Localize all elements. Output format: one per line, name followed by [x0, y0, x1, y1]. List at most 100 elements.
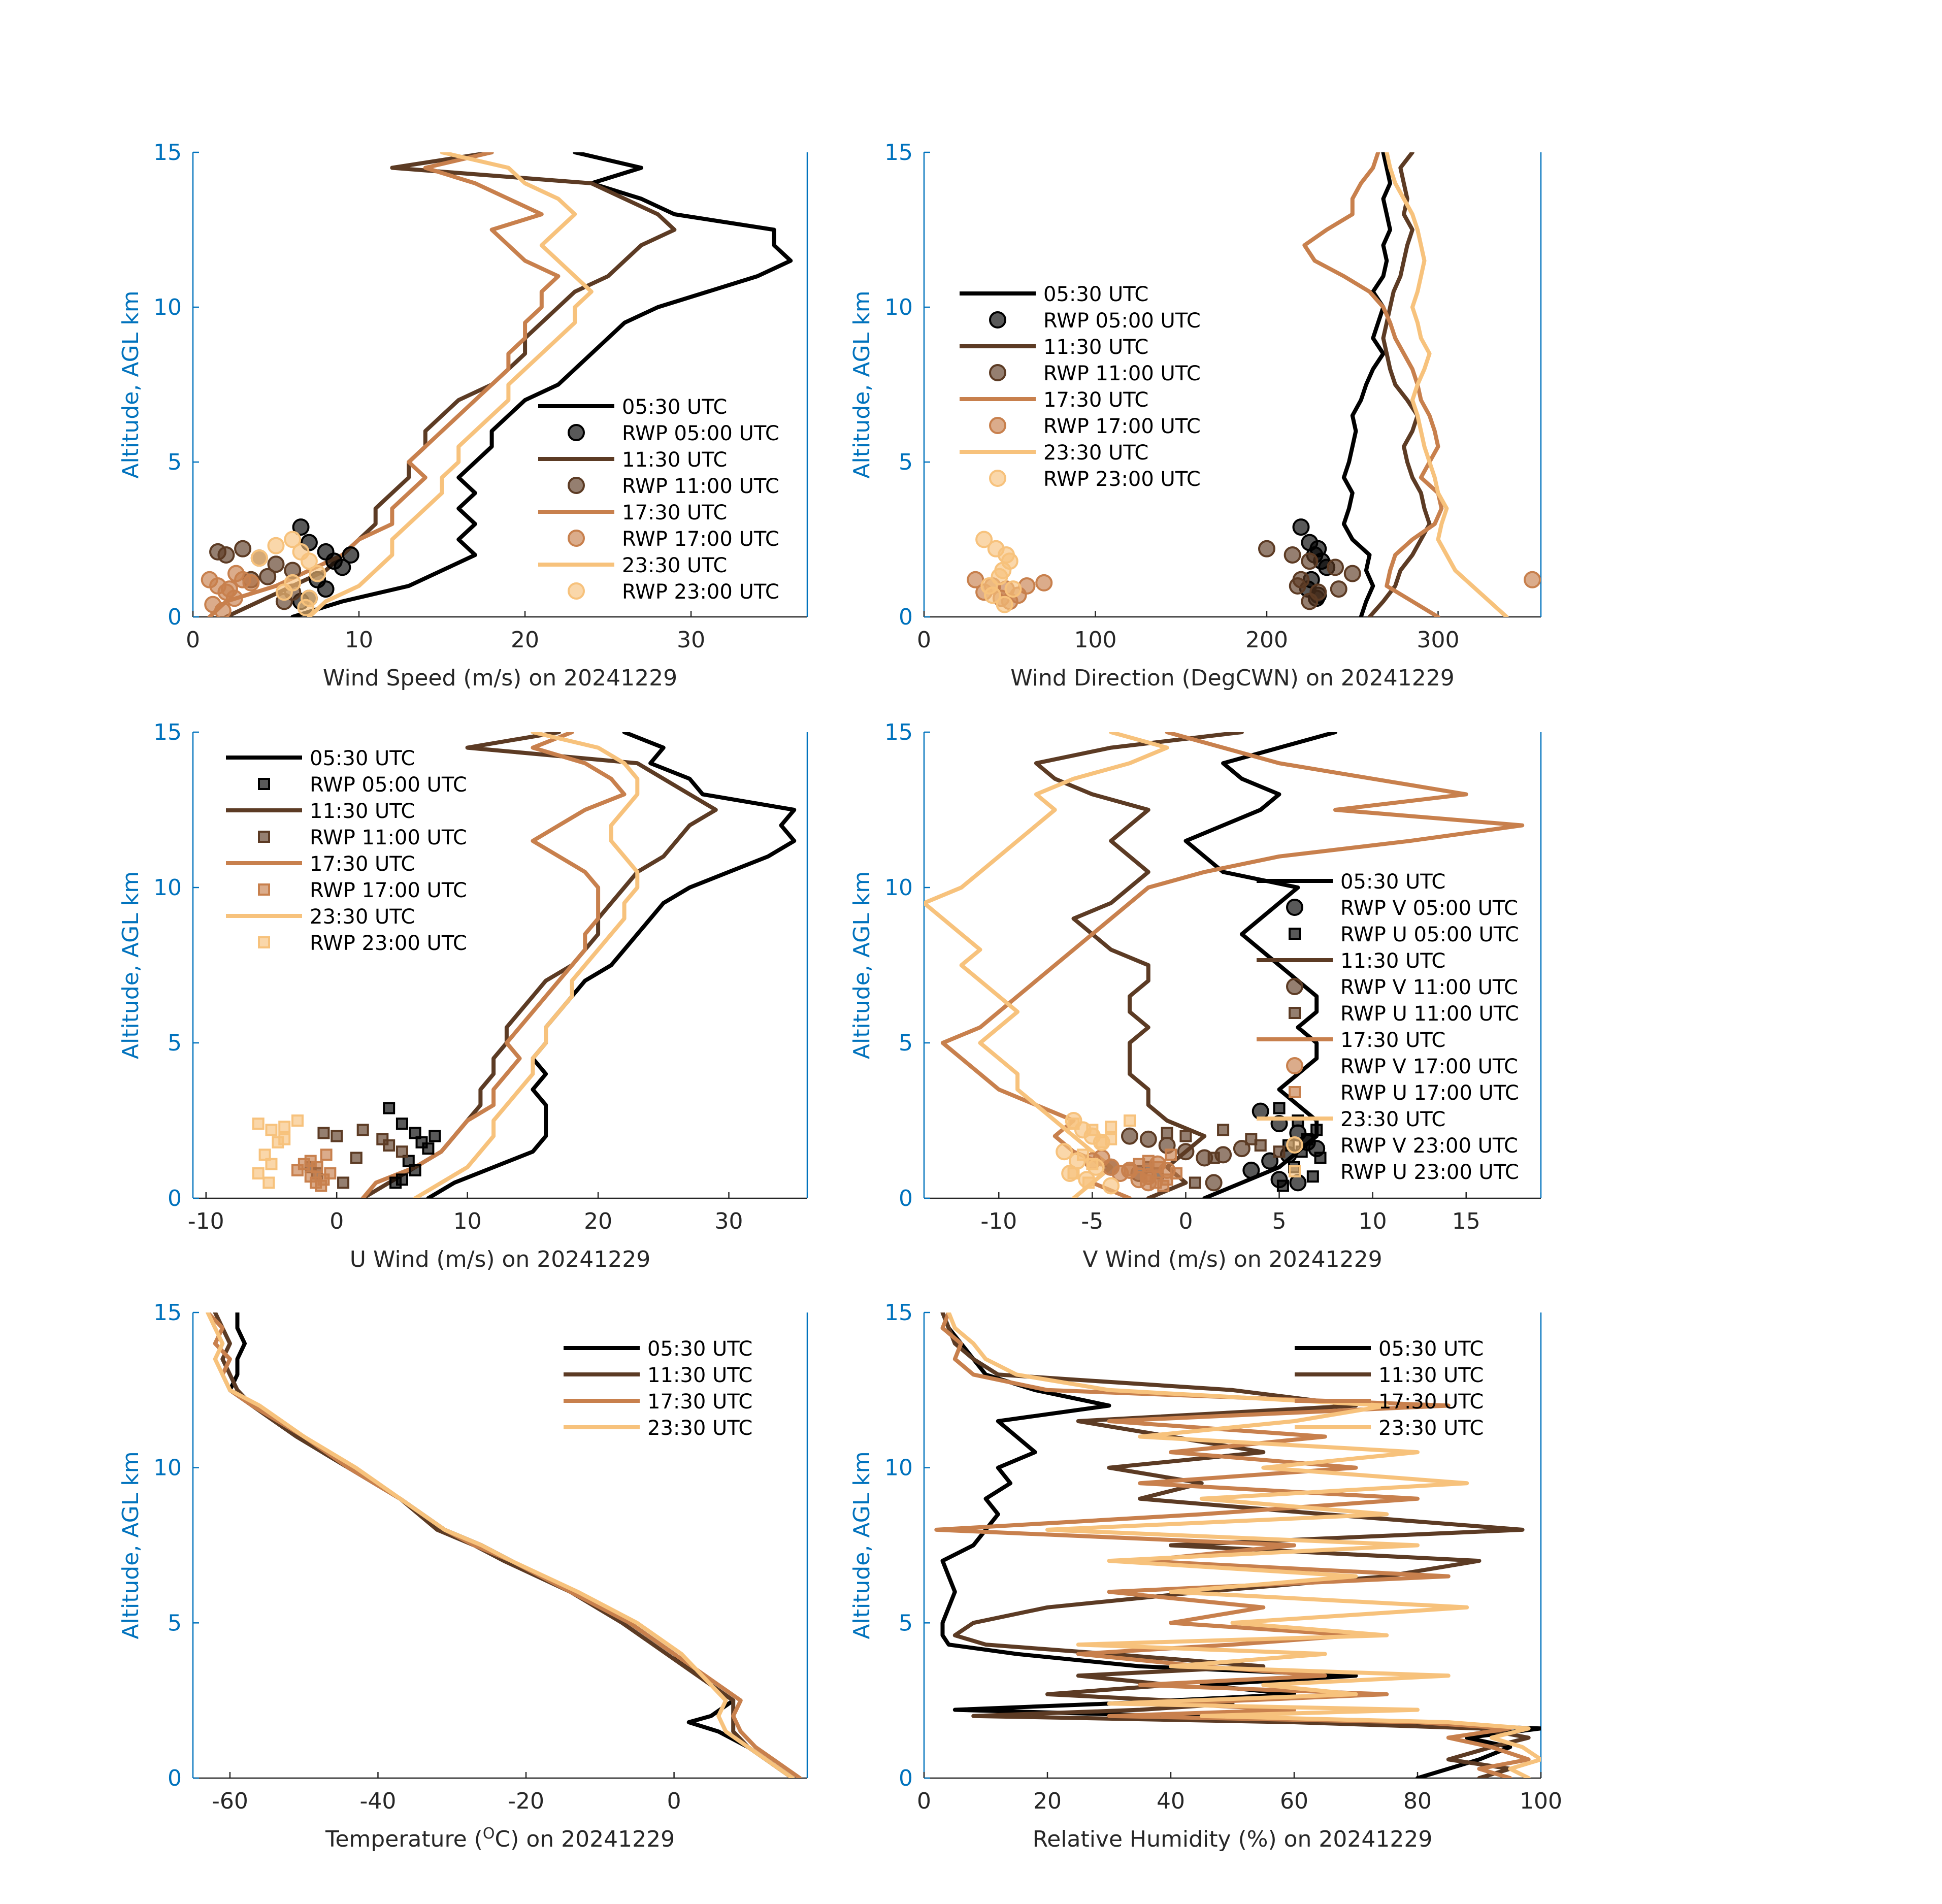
plot-wind-direction: 0 100 200 300 0 5 10 15 Wind Direction (DegCWN) … [849, 140, 1542, 691]
rwp-point-rwp-u-23-00-utc [1086, 1158, 1099, 1170]
y-tick-label: 10 [884, 875, 913, 901]
legend-swatch [568, 530, 585, 547]
y-tick-label: 5 [899, 1610, 913, 1636]
series-line-23-30-utc [206, 1312, 795, 1778]
rwp-point-rwp-17-00-utc [227, 565, 245, 582]
legend-label: RWP 05:00 UTC [310, 773, 467, 797]
legend: 05:30 UTC RWP 05:00 UTC 11:30 UTC RWP 11:00… [226, 747, 467, 955]
rwp-point-rwp-11-00-utc [396, 1145, 408, 1158]
x-tick-label: 30 [677, 627, 705, 653]
series-line-23-30-utc [307, 152, 594, 617]
rwp-point-rwp-v-23-00-utc [1102, 1177, 1120, 1195]
x-tick-label: 0 [667, 1788, 681, 1814]
rwp-point-rwp-u-17-00-utc [1170, 1167, 1183, 1180]
plot-relative-humidity: 0 20 40 60 80 100 0 5 10 15 Relative Humidity (%) … [849, 1300, 1562, 1852]
x-tick-label: 0 [917, 627, 931, 653]
rwp-point-rwp-23-00-utc [984, 586, 1001, 604]
x-tick-label: -10 [980, 1208, 1017, 1234]
rwp-point-rwp-u-11-00-utc [1179, 1130, 1192, 1142]
rwp-point-rwp-u-11-00-utc [1254, 1139, 1267, 1152]
x-axis-label: Relative Humidity (%) on 20241229 [1033, 1826, 1433, 1852]
y-tick-label: 15 [884, 140, 913, 166]
x-tick-label: 10 [1359, 1208, 1387, 1234]
legend-label: RWP 11:00 UTC [622, 475, 779, 498]
plot-area [967, 152, 1541, 617]
legend-label: RWP 05:00 UTC [1043, 309, 1201, 333]
rwp-point-rwp-23-00-utc [258, 1148, 271, 1161]
rwp-point-rwp-17-00-utc [310, 1176, 322, 1189]
legend-swatch [1289, 1165, 1301, 1177]
rwp-point-rwp-23-00-utc [284, 531, 302, 548]
rwp-point-rwp-v-05-00-utc [1242, 1161, 1260, 1179]
legend-label: RWP V 11:00 UTC [1340, 976, 1518, 999]
legend-label: RWP V 05:00 UTC [1340, 897, 1518, 920]
rwp-point-rwp-23-00-utc [275, 583, 293, 601]
rwp-point-rwp-05-00-utc [409, 1164, 421, 1176]
rwp-point-rwp-11-00-utc [1301, 593, 1319, 610]
rwp-point-rwp-u-23-00-utc [1105, 1133, 1117, 1145]
rwp-point-rwp-11-00-utc [1289, 577, 1306, 595]
rwp-point-rwp-v-11-00-utc [1205, 1174, 1223, 1192]
rwp-point-rwp-u-11-00-utc [1273, 1145, 1286, 1158]
y-tick-label: 5 [168, 1610, 182, 1636]
legend-label: 05:30 UTC [647, 1337, 752, 1361]
legend-label: 23:30 UTC [647, 1417, 752, 1440]
rwp-point-rwp-u-05-00-utc [1314, 1152, 1327, 1164]
series-line-17-30-utc [206, 1312, 802, 1778]
series-line-23-30-utc [924, 732, 1169, 1198]
legend: 05:30 UTC 11:30 UTC 17:30 UTC 23:30 UTC [564, 1337, 752, 1440]
legend-label: 17:30 UTC [1340, 1029, 1445, 1052]
legend-swatch [258, 883, 270, 896]
rwp-point-rwp-05-00-utc [334, 559, 351, 576]
rwp-point-rwp-11-00-utc [259, 568, 277, 585]
x-axis-label: V Wind (m/s) on 20241229 [1082, 1246, 1382, 1272]
y-axis-label: Altitude, AGL km [849, 1451, 875, 1639]
x-tick-label: -5 [1081, 1208, 1103, 1234]
legend-label: 17:30 UTC [1378, 1390, 1484, 1414]
legend: 05:30 UTC RWP 05:00 UTC 11:30 UTC RWP 11:00… [538, 396, 779, 604]
rwp-point-rwp-23-00-utc [1004, 580, 1022, 598]
y-axis-label: Altitude, AGL km [118, 871, 144, 1059]
x-tick-label: 10 [453, 1208, 482, 1234]
legend-label: 11:30 UTC [1378, 1364, 1484, 1387]
legend-label: 11:30 UTC [1340, 949, 1445, 973]
legend-label: 23:30 UTC [1043, 441, 1148, 465]
legend-label: 11:30 UTC [1043, 336, 1148, 359]
rwp-point-rwp-u-23-00-utc [1076, 1148, 1089, 1161]
legend-label: 11:30 UTC [647, 1364, 752, 1387]
x-tick-label: 10 [345, 627, 373, 653]
legend-label: 17:30 UTC [622, 501, 727, 524]
y-tick-label: 5 [168, 449, 182, 475]
rwp-point-rwp-u-05-00-utc [1306, 1170, 1319, 1183]
legend-label: RWP 23:00 UTC [622, 580, 779, 604]
rwp-point-rwp-11-00-utc [356, 1124, 369, 1136]
y-axis-label: Altitude, AGL km [849, 290, 875, 478]
rwp-point-rwp-u-17-00-utc [1133, 1158, 1145, 1170]
rwp-point-rwp-u-23-00-utc [1124, 1114, 1136, 1127]
rwp-point-rwp-23-00-utc [267, 537, 285, 554]
legend-swatch [1289, 928, 1301, 940]
rwp-point-rwp-u-11-00-utc [1217, 1124, 1230, 1136]
rwp-point-rwp-23-00-utc [250, 549, 268, 567]
legend-label: RWP U 05:00 UTC [1340, 923, 1519, 946]
rwp-point-rwp-23-00-utc [265, 1158, 278, 1170]
rwp-point-rwp-17-00-utc [1035, 574, 1053, 592]
y-axis-label: Altitude, AGL km [118, 290, 144, 478]
rwp-point-rwp-23-00-utc [297, 599, 315, 616]
rwp-point-rwp-11-00-utc [234, 540, 252, 557]
rwp-point-rwp-23-00-utc [309, 565, 326, 582]
legend-swatch [1286, 978, 1303, 995]
legend-label: RWP 11:00 UTC [310, 826, 467, 849]
rwp-point-rwp-23-00-utc [278, 1133, 291, 1145]
y-tick-label: 0 [168, 604, 182, 630]
plot-temperature: -60 -40 -20 0 0 5 10 15 Temperature (OC) on 2024… [118, 1300, 808, 1852]
legend-label: 05:30 UTC [1340, 870, 1445, 894]
rwp-point-rwp-11-00-utc [217, 546, 235, 564]
legend-swatch [258, 936, 270, 948]
x-tick-label: 300 [1417, 627, 1460, 653]
y-tick-label: 15 [884, 719, 913, 745]
legend-label: 23:30 UTC [1378, 1417, 1484, 1440]
y-tick-label: 15 [153, 1300, 182, 1326]
rwp-point-rwp-05-00-utc [389, 1176, 402, 1189]
